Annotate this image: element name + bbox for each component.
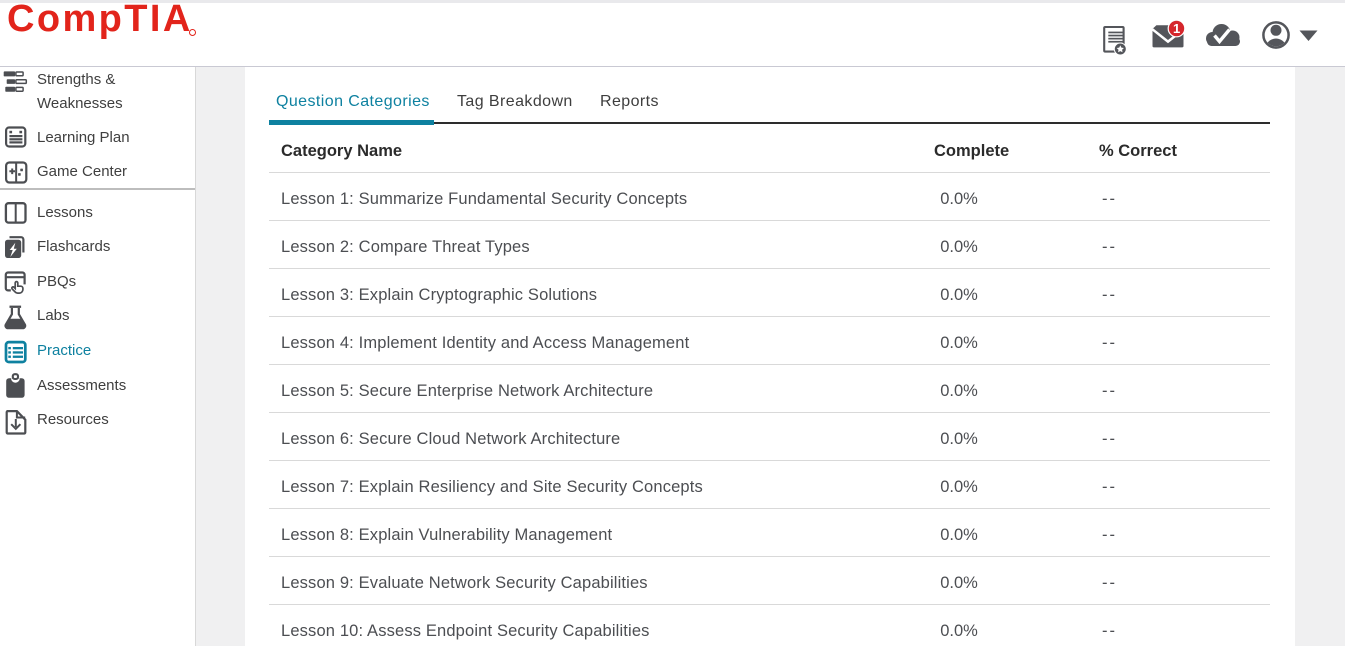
svg-text:1: 1 (1173, 21, 1180, 36)
